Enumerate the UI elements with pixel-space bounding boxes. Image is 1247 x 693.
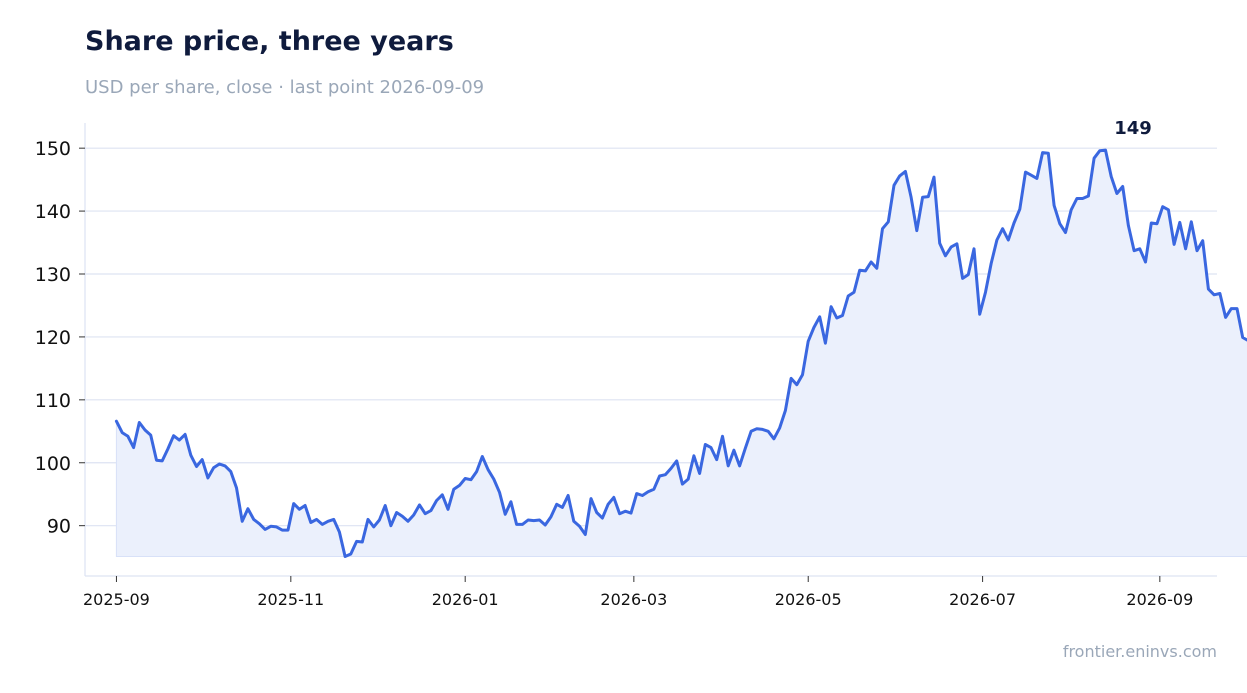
x-axis: 2025-09 2025-11 2026-01 2026-03 2026-05 2026-…	[83, 576, 1193, 609]
x-tick-label: 2026-05	[775, 590, 842, 609]
x-tick-label: 2025-11	[257, 590, 324, 609]
x-tick-label: 2026-07	[949, 590, 1016, 609]
y-tick-label: 100	[35, 453, 71, 475]
source-credit: frontier.eninvs.com	[1062, 642, 1217, 661]
series-line	[114, 148, 1247, 558]
series-area-fill	[115, 149, 1247, 558]
y-tick-label: 140	[35, 201, 71, 223]
y-axis: 90 100 110 120 130 140 150	[35, 138, 85, 538]
chart-subtitle: USD per share, close · last point 2026-0…	[85, 77, 485, 98]
y-tick-label: 130	[35, 264, 71, 286]
y-tick-label: 120	[35, 327, 71, 349]
last-value-label: 149	[1114, 118, 1152, 139]
x-tick-label: 2026-01	[432, 590, 499, 609]
chart-title: Share price, three years	[85, 26, 454, 57]
x-tick-label: 2026-03	[600, 590, 667, 609]
y-tick-label: 110	[35, 390, 71, 412]
y-tick-label: 150	[35, 138, 71, 160]
x-tick-label: 2025-09	[83, 590, 150, 609]
y-tick-label: 90	[47, 516, 71, 538]
x-tick-label: 2026-09	[1126, 590, 1193, 609]
